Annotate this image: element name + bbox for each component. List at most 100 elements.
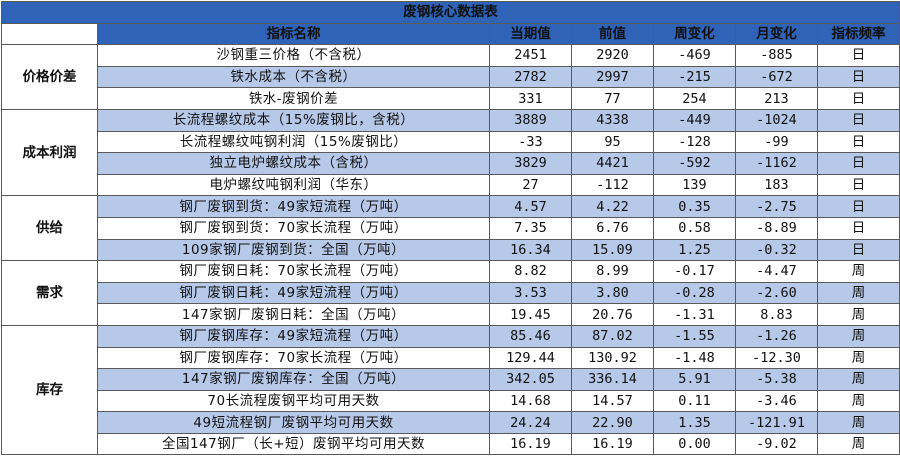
current-value-cell: 19.45	[489, 303, 572, 326]
monthly-change-cell: -2.60	[735, 281, 818, 305]
frequency-cell: 日	[816, 65, 900, 89]
table-row: 钢厂废钢到货：70家长流程（万吨） 7.35 6.76 0.58 -8.89 日	[2, 216, 900, 240]
indicator-name-cell: 钢厂废钢到货：49家短流程（万吨）	[97, 195, 490, 218]
indicator-name-cell: 长流程螺纹成本（15%废钢比，含税）	[97, 108, 490, 132]
table-row: 需求 钢厂废钢日耗：70家长流程（万吨） 8.82 8.99 -0.17 -4.47 周	[1, 260, 900, 326]
monthly-change-cell: 8.83	[735, 303, 818, 326]
weekly-change-cell: -215	[653, 65, 736, 89]
monthly-change-cell: 213	[735, 87, 818, 110]
previous-value-cell: 2920	[571, 44, 654, 67]
weekly-change-cell: -0.28	[653, 281, 736, 305]
table-header-row: 指标名称 当期值 前值 周变化 月变化 指标频率	[1, 22, 900, 46]
frequency-cell: 周	[816, 324, 900, 348]
category-cell: 价格价差	[1, 44, 98, 110]
monthly-change-cell: -1.26	[735, 324, 818, 348]
monthly-change-cell: -12.30	[735, 346, 818, 370]
previous-value-cell: 4.22	[571, 195, 654, 218]
header-monthly-change: 月变化	[735, 22, 818, 46]
category-cell: 成本利润	[1, 108, 98, 197]
table-row: 铁水成本（不含税） 2782 2997 -215 -672 日	[2, 65, 900, 89]
monthly-change-cell: -9.02	[735, 432, 818, 456]
category-cell: 库存	[1, 324, 98, 456]
indicator-name-cell: 109家钢厂废钢到货：全国（万吨）	[97, 238, 490, 262]
table-title: 废钢核心数据表	[0, 1, 900, 24]
indicator-name-cell: 独立电炉螺纹成本（含税）	[97, 152, 490, 175]
indicator-name-cell: 沙钢重三价格（不含税）	[97, 44, 490, 67]
previous-value-cell: 14.57	[571, 389, 654, 413]
frequency-cell: 周	[816, 281, 900, 305]
previous-value-cell: 8.99	[571, 260, 654, 283]
table-row: 全国147钢厂（长+短）废钢平均可用天数 16.19 16.19 0.00 -9.02 周	[2, 432, 900, 456]
previous-value-cell: -112	[571, 173, 654, 197]
monthly-change-cell: -5.38	[735, 368, 818, 391]
previous-value-cell: 22.90	[571, 411, 654, 434]
indicator-name-cell: 钢厂废钢日耗：49家短流程（万吨）	[97, 281, 490, 305]
weekly-change-cell: 1.35	[653, 411, 736, 434]
current-value-cell: 331	[489, 87, 572, 110]
current-value-cell: 7.35	[489, 216, 572, 240]
weekly-change-cell: -1.55	[653, 324, 736, 348]
monthly-change-cell: -2.75	[735, 195, 818, 218]
weekly-change-cell: -1.48	[653, 346, 736, 370]
indicator-name-cell: 钢厂废钢库存：70家长流程（万吨）	[97, 346, 490, 370]
indicator-name-cell: 铁水-废钢价差	[97, 87, 490, 110]
table-row: 长流程螺纹吨钢利润（15%废钢比） -33 95 -128 -99 日	[2, 130, 900, 154]
monthly-change-cell: -0.32	[735, 238, 818, 262]
weekly-change-cell: -1.31	[653, 303, 736, 326]
indicator-name-cell: 147家钢厂废钢库存：全国（万吨）	[97, 368, 490, 391]
category-cell: 需求	[1, 260, 98, 326]
monthly-change-cell: -8.89	[735, 216, 818, 240]
frequency-cell: 日	[816, 216, 900, 240]
current-value-cell: 24.24	[489, 411, 572, 434]
previous-value-cell: 6.76	[571, 216, 654, 240]
previous-value-cell: 2997	[571, 65, 654, 89]
frequency-cell: 日	[816, 173, 900, 197]
frequency-cell: 周	[816, 368, 900, 391]
monthly-change-cell: -1024	[735, 108, 818, 132]
table-row: 49短流程钢厂废钢平均可用天数 24.24 22.90 1.35 -121.91 周	[2, 411, 900, 434]
current-value-cell: 4.57	[489, 195, 572, 218]
weekly-change-cell: 1.25	[653, 238, 736, 262]
current-value-cell: 3.53	[489, 281, 572, 305]
table-body: 价格价差 沙钢重三价格（不含税） 2451 2920 -469 -885 日铁水成本（不含税…	[1, 44, 900, 456]
current-value-cell: -33	[489, 130, 572, 154]
indicator-name-cell: 147家钢厂废钢日耗：全国（万吨）	[97, 303, 490, 326]
current-value-cell: 16.34	[489, 238, 572, 262]
weekly-change-cell: 0.11	[653, 389, 736, 413]
previous-value-cell: 87.02	[571, 324, 654, 348]
current-value-cell: 129.44	[489, 346, 572, 370]
monthly-change-cell: -3.46	[735, 389, 818, 413]
current-value-cell: 3829	[489, 152, 572, 175]
previous-value-cell: 95	[571, 130, 654, 154]
frequency-cell: 周	[816, 389, 900, 413]
previous-value-cell: 3.80	[571, 281, 654, 305]
table-row: 库存 钢厂废钢库存：49家短流程（万吨） 85.46 87.02 -1.55 -1.26 周	[1, 324, 900, 456]
monthly-change-cell: -4.47	[735, 260, 818, 283]
frequency-cell: 日	[816, 130, 900, 154]
monthly-change-cell: -121.91	[735, 411, 818, 434]
frequency-cell: 周	[816, 260, 900, 283]
previous-value-cell: 15.09	[571, 238, 654, 262]
previous-value-cell: 4421	[571, 152, 654, 175]
frequency-cell: 周	[816, 303, 900, 326]
table-row: 成本利润 长流程螺纹成本（15%废钢比，含税） 3889 4338 -449 -1024 日	[1, 108, 900, 197]
current-value-cell: 16.19	[489, 432, 572, 456]
header-indicator-name: 指标名称	[97, 22, 490, 46]
frequency-cell: 日	[816, 108, 900, 132]
header-previous-value: 前值	[571, 22, 654, 46]
header-weekly-change: 周变化	[653, 22, 736, 46]
category-cell: 供给	[1, 195, 98, 262]
monthly-change-cell: 183	[735, 173, 818, 197]
weekly-change-cell: 0.00	[653, 432, 736, 456]
previous-value-cell: 336.14	[571, 368, 654, 391]
previous-value-cell: 77	[571, 87, 654, 110]
previous-value-cell: 4338	[571, 108, 654, 132]
indicator-name-cell: 钢厂废钢库存：49家短流程（万吨）	[97, 324, 490, 348]
previous-value-cell: 20.76	[571, 303, 654, 326]
monthly-change-cell: -99	[735, 130, 818, 154]
weekly-change-cell: 139	[653, 173, 736, 197]
weekly-change-cell: -128	[653, 130, 736, 154]
indicator-name-cell: 钢厂废钢日耗：70家长流程（万吨）	[97, 260, 490, 283]
